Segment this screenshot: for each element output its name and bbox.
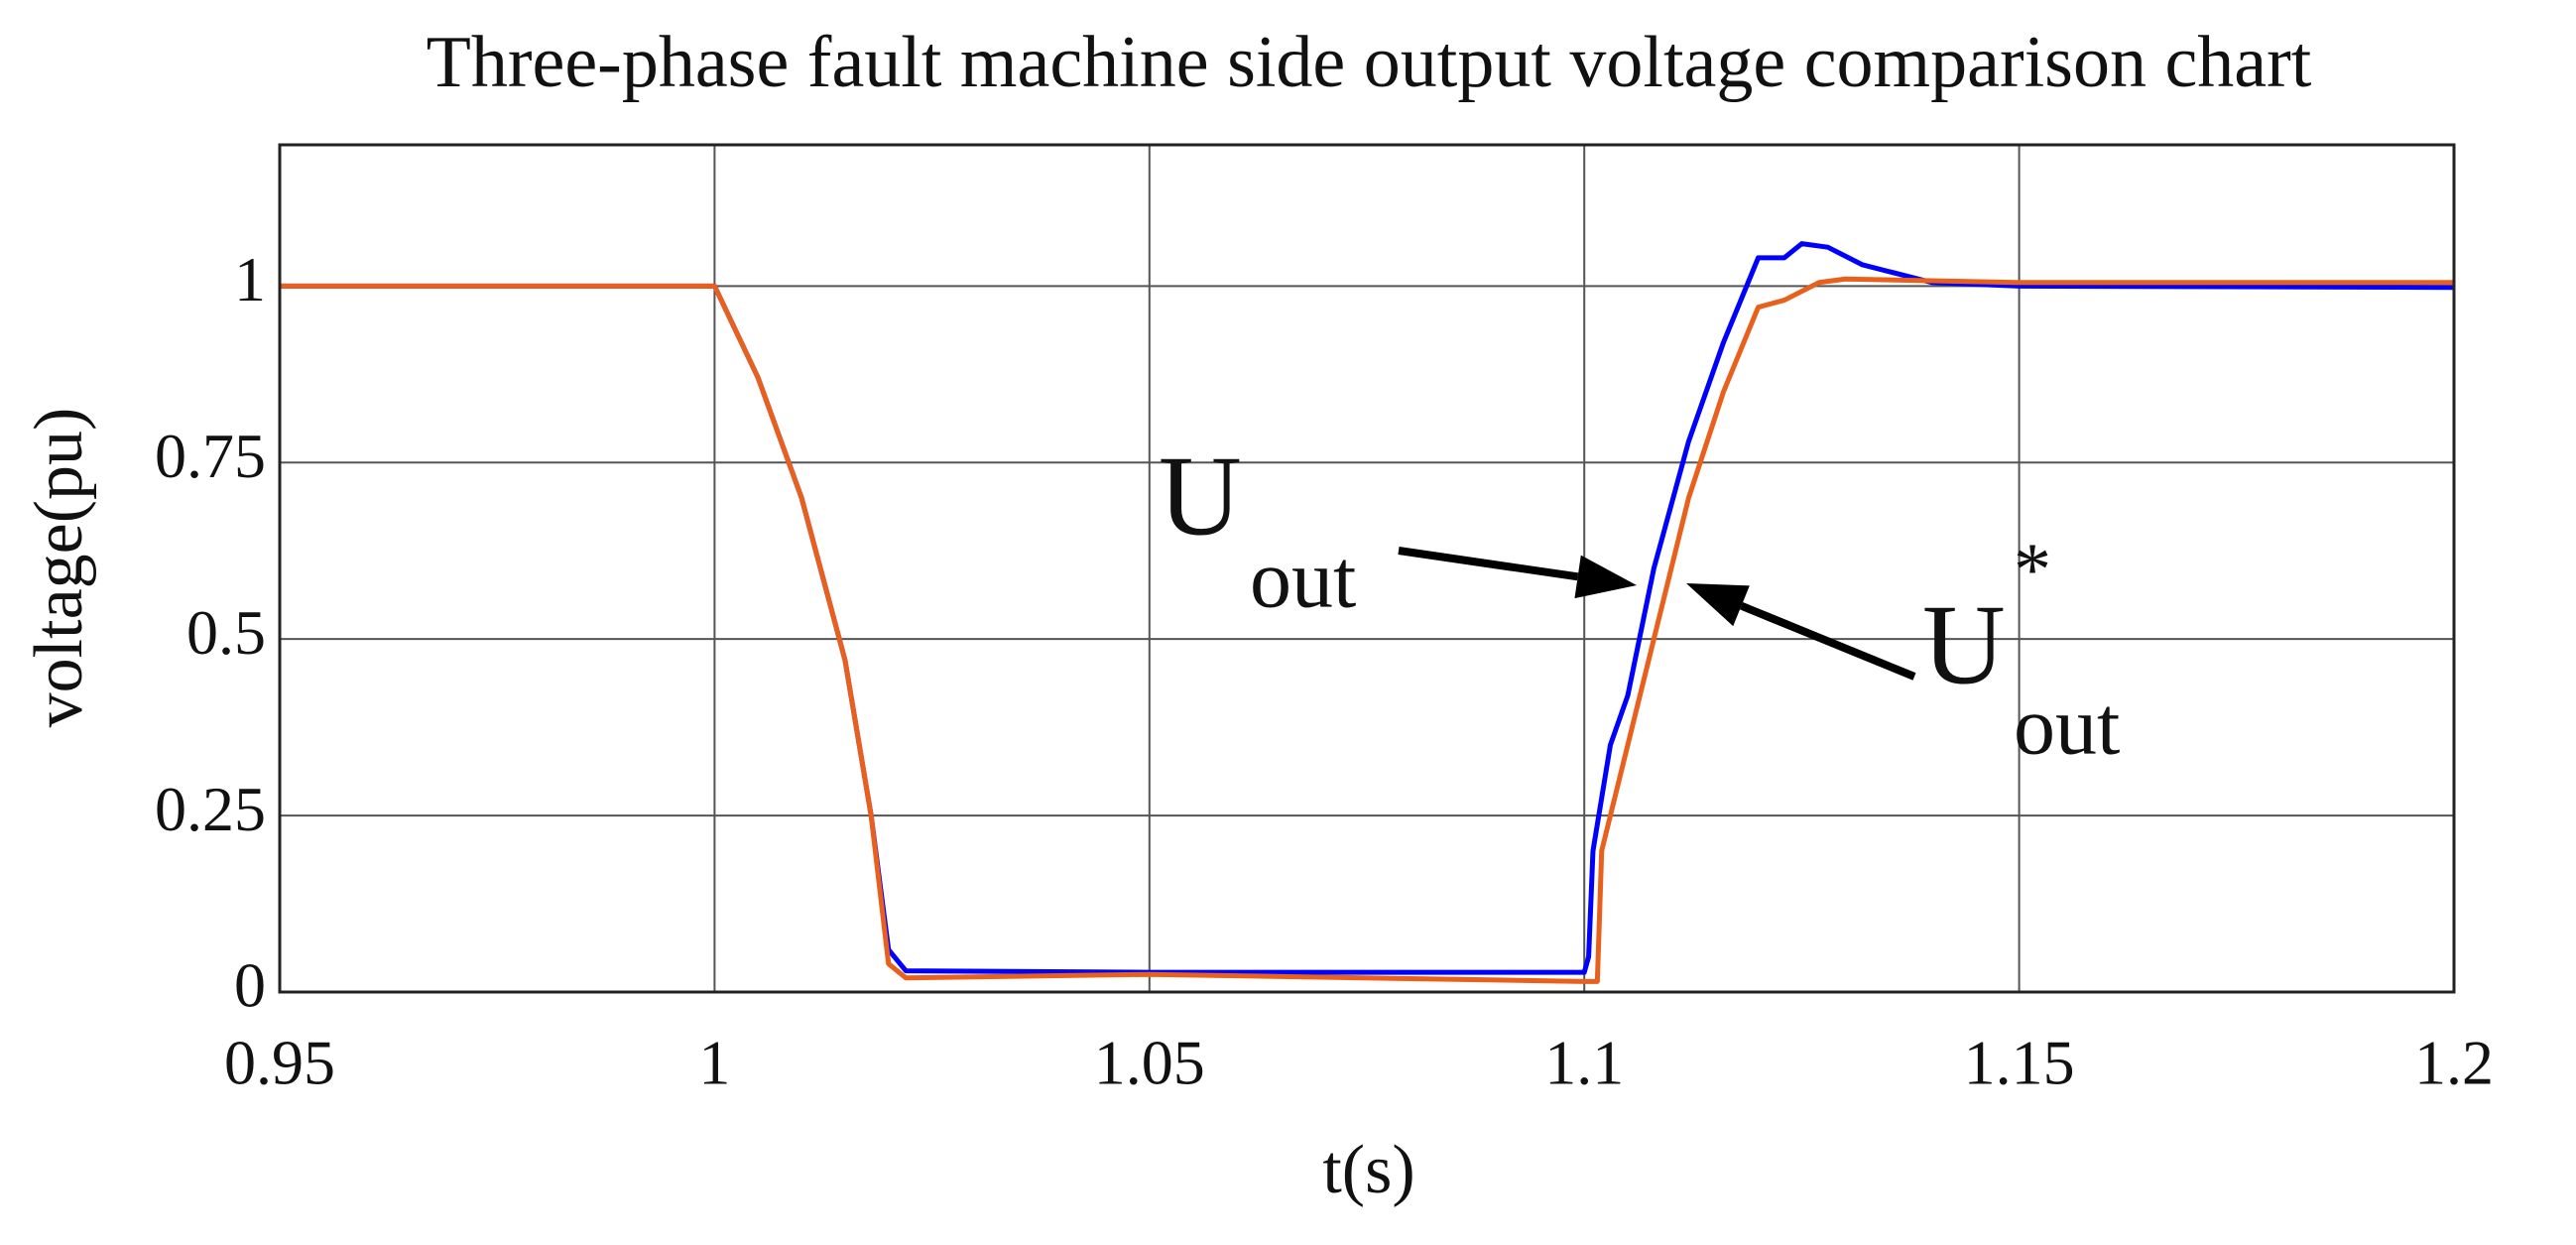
x-tick-label: 1.15 (1964, 1028, 2075, 1098)
x-axis-label: t(s) (1322, 1132, 1414, 1208)
annotation-arrowhead (1686, 583, 1750, 627)
line-series (280, 276, 2454, 984)
annotation-arrow (1398, 547, 1579, 581)
y-axis-label: voltage(pu) (21, 408, 97, 728)
annotation-main: U (1922, 582, 2006, 709)
y-tick-label: 1 (234, 244, 266, 314)
plot-area (280, 145, 2454, 992)
x-tick-label: 1.1 (1544, 1028, 1624, 1098)
chart-title: Three-phase fault machine side output vo… (427, 22, 2312, 103)
x-tick-label: 1 (698, 1028, 730, 1098)
annotation-subscript: out (2014, 680, 2120, 772)
annotation-arrow (1740, 601, 1916, 681)
y-tick-label: 0.25 (155, 774, 266, 844)
y-tick-label: 0 (234, 950, 266, 1021)
annotation-arrowhead (1574, 555, 1637, 599)
y-tick-label: 0.75 (155, 421, 266, 491)
x-tick-label: 1.2 (2414, 1028, 2494, 1098)
y-tick-label: 0.5 (186, 597, 266, 668)
annotation-subscript: out (1250, 533, 1356, 625)
annotation-superscript: * (2014, 528, 2051, 611)
plot-frame (278, 143, 2456, 994)
x-tick-label: 1.05 (1094, 1028, 1205, 1098)
x-tick-label: 0.95 (224, 1028, 335, 1098)
annotation-main: U (1159, 434, 1242, 560)
